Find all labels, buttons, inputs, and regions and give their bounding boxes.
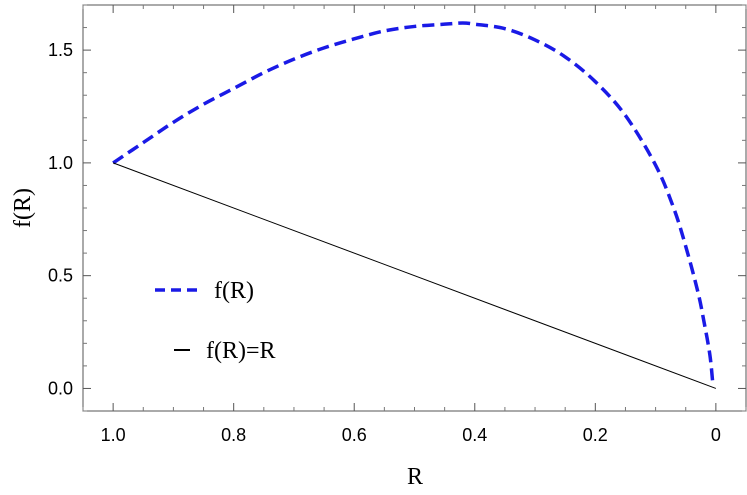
series-line-identity [112,162,717,389]
x-axis-title: R [407,464,423,490]
x-tick-label: 0.2 [583,425,608,445]
x-tick-label: 1.0 [101,425,126,445]
legend-label-identity: f(R)=R [206,338,276,364]
legend-label-f-r: f(R) [214,278,254,304]
legend: f(R) f(R)=R [155,278,276,364]
y-tick-label: 1.5 [48,40,73,60]
y-tick-labels: 0.0 0.5 1.0 1.5 [48,40,73,398]
series-layer [112,21,717,389]
x-tick-label: 0 [711,425,721,445]
y-tick-label: 0.5 [48,266,73,286]
major-ticks [83,5,746,411]
x-tick-label: 0.6 [342,425,367,445]
minor-ticks [82,4,747,412]
series-line-f-r [112,21,715,385]
y-axis-title: f(R) [10,188,36,228]
y-tick-label: 1.0 [48,153,73,173]
x-tick-label: 0.8 [221,425,246,445]
y-tick-label: 0.0 [48,378,73,398]
x-tick-labels: 1.0 0.8 0.6 0.4 0.2 0 [101,425,721,445]
x-tick-label: 0.4 [462,425,487,445]
